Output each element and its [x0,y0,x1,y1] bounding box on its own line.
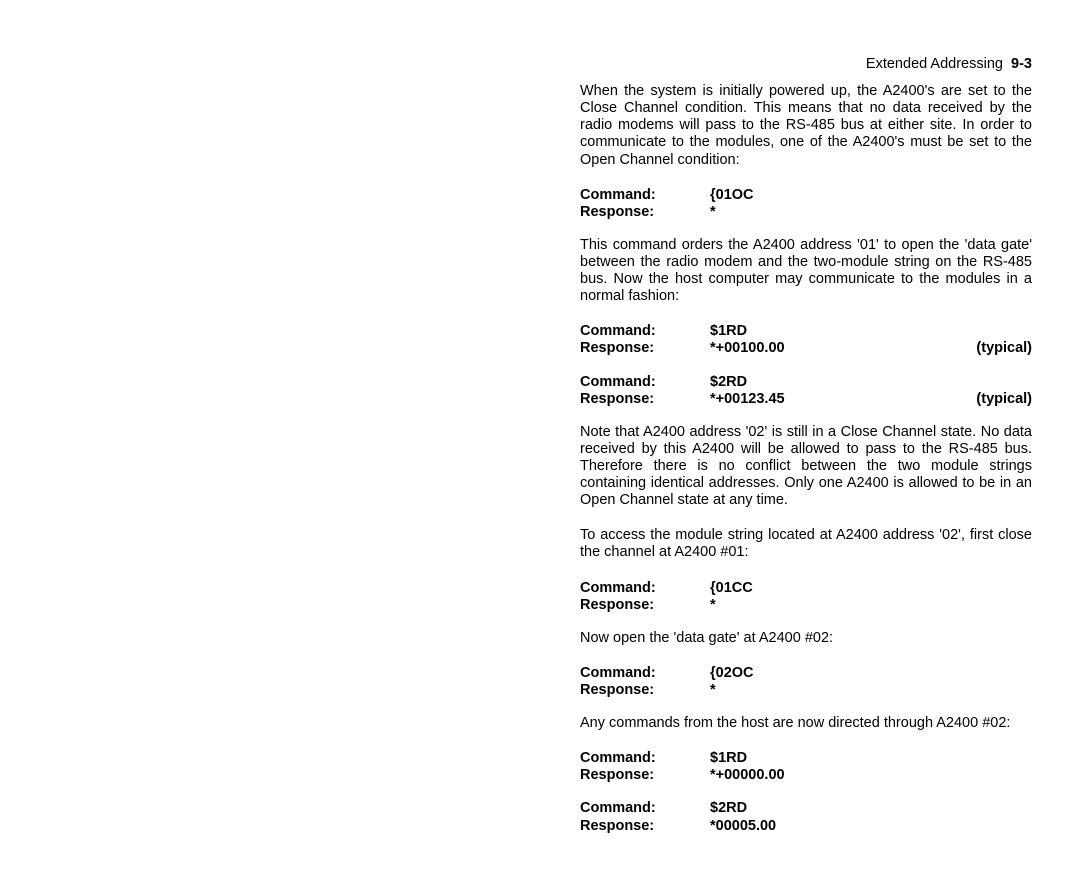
command-label: Command: [580,665,710,682]
response-note: (typical) [952,340,1032,357]
response-label: Response: [580,340,710,357]
response-label: Response: [580,597,710,614]
response-value: *+00123.45 [710,391,952,408]
response-label: Response: [580,204,710,221]
response-value: *00005.00 [710,818,1032,835]
command-row: Command: $1RD [580,323,1032,340]
command-value: $2RD [710,800,1032,817]
response-row: Response: * [580,682,1032,699]
response-row: Response: *+00000.00 [580,767,1032,784]
command-row: Command: {01CC [580,580,1032,597]
response-row: Response: *+00100.00 (typical) [580,340,1032,357]
paragraph-open-02: Now open the 'data gate' at A2400 #02: [580,630,1032,647]
response-row: Response: * [580,597,1032,614]
command-row: Command: {01OC [580,187,1032,204]
command-row: Command: $2RD [580,800,1032,817]
command-value: {01OC [710,187,1032,204]
page-header: Extended Addressing 9-3 [580,56,1032,73]
command-label: Command: [580,800,710,817]
paragraph-directed: Any commands from the host are now direc… [580,715,1032,732]
command-label: Command: [580,750,710,767]
response-value: * [710,682,1032,699]
header-page-number: 9-3 [1011,56,1032,72]
paragraph-intro: When the system is initially powered up,… [580,83,1032,169]
response-value: * [710,597,1032,614]
response-label: Response: [580,818,710,835]
command-row: Command: {02OC [580,665,1032,682]
command-row: Command: $1RD [580,750,1032,767]
paragraph-note: Note that A2400 address '02' is still in… [580,424,1032,510]
response-value: *+00100.00 [710,340,952,357]
paragraph-close-channel: To access the module string located at A… [580,527,1032,561]
command-label: Command: [580,187,710,204]
command-value: $1RD [710,323,1032,340]
response-label: Response: [580,682,710,699]
command-value: $2RD [710,374,1032,391]
command-value: {01CC [710,580,1032,597]
response-label: Response: [580,391,710,408]
command-label: Command: [580,323,710,340]
response-row: Response: * [580,204,1032,221]
header-title: Extended Addressing [866,56,1003,72]
document-page: Extended Addressing 9-3 When the system … [0,0,1080,875]
command-row: Command: $2RD [580,374,1032,391]
response-note: (typical) [952,391,1032,408]
response-row: Response: *+00123.45 (typical) [580,391,1032,408]
command-value: $1RD [710,750,1032,767]
command-value: {02OC [710,665,1032,682]
response-row: Response: *00005.00 [580,818,1032,835]
command-label: Command: [580,580,710,597]
response-value: * [710,204,1032,221]
paragraph-open-gate: This command orders the A2400 address '0… [580,237,1032,305]
response-label: Response: [580,767,710,784]
command-label: Command: [580,374,710,391]
response-value: *+00000.00 [710,767,1032,784]
